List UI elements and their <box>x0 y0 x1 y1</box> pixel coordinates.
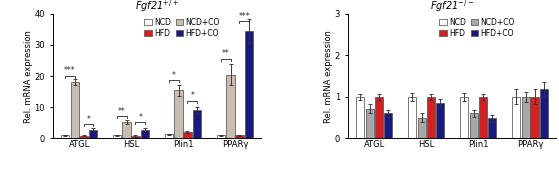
Text: ***: *** <box>64 66 75 75</box>
Bar <box>384 113 392 138</box>
Bar <box>418 118 426 138</box>
Bar <box>512 97 520 138</box>
Bar <box>470 113 478 138</box>
Title: Fgf21$^{+/+}$: Fgf21$^{+/+}$ <box>135 0 179 14</box>
Text: *: * <box>86 115 90 124</box>
Bar <box>70 82 79 138</box>
Bar <box>235 135 244 138</box>
Legend: NCD, HFD, NCD+CO, HFD+CO: NCD, HFD, NCD+CO, HFD+CO <box>438 16 517 39</box>
Bar <box>408 97 416 138</box>
Text: **: ** <box>118 107 126 116</box>
Text: ***: *** <box>238 12 250 21</box>
Bar <box>530 97 539 138</box>
Bar <box>366 108 374 138</box>
Bar <box>131 136 140 138</box>
Bar <box>89 130 97 138</box>
Bar <box>183 132 192 138</box>
Bar <box>460 97 468 138</box>
Legend: NCD, HFD, NCD+CO, HFD+CO: NCD, HFD, NCD+CO, HFD+CO <box>143 16 221 39</box>
Bar <box>165 134 173 138</box>
Bar <box>356 97 364 138</box>
Bar <box>436 103 444 138</box>
Bar <box>61 135 69 138</box>
Text: **: ** <box>222 49 230 58</box>
Bar <box>245 31 253 138</box>
Bar <box>375 97 383 138</box>
Title: Fgf21$^{-/-}$: Fgf21$^{-/-}$ <box>430 0 474 14</box>
Bar <box>174 90 183 138</box>
Bar <box>122 122 131 138</box>
Bar <box>79 136 88 138</box>
Bar <box>427 97 435 138</box>
Y-axis label: Rel. mRNA expression: Rel. mRNA expression <box>324 30 333 122</box>
Bar <box>479 97 487 138</box>
Y-axis label: Rel. mRNA expression: Rel. mRNA expression <box>24 30 33 122</box>
Bar <box>540 89 548 138</box>
Bar <box>113 135 121 138</box>
Bar <box>193 110 201 138</box>
Text: *: * <box>190 91 194 100</box>
Text: *: * <box>138 113 142 122</box>
Bar <box>217 135 225 138</box>
Bar <box>522 97 530 138</box>
Bar <box>226 75 235 138</box>
Bar <box>141 130 149 138</box>
Bar <box>488 119 496 138</box>
Text: *: * <box>172 71 176 80</box>
